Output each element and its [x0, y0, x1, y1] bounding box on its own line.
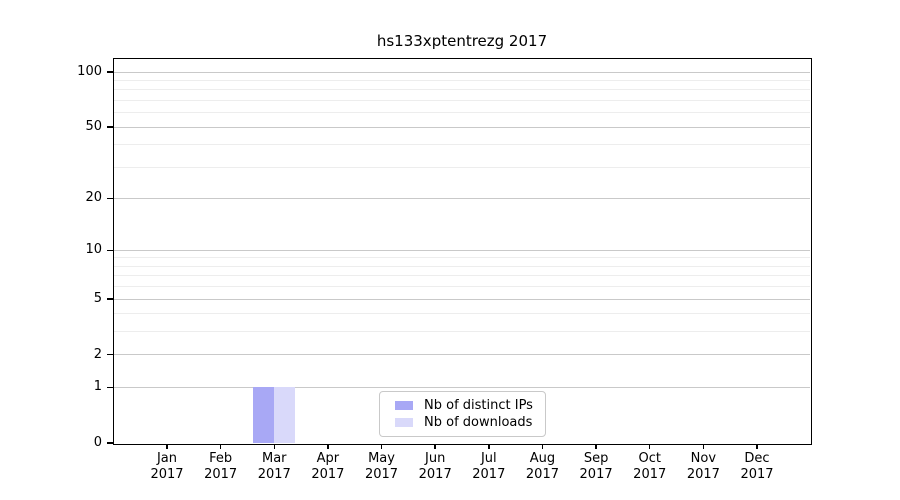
gridline-major-2: [114, 354, 810, 356]
y-tick-mark-100: [107, 71, 114, 73]
x-tick-mark-apr: [327, 444, 329, 449]
x-tick-year: 2017: [150, 466, 184, 482]
gridline-minor-3: [114, 331, 810, 333]
x-tick-month: May: [368, 451, 395, 466]
legend-label-distinct-ips: Nb of distinct IPs: [424, 398, 533, 413]
legend-swatch-downloads: [395, 417, 413, 428]
y-tick-label-10: 10: [85, 242, 102, 258]
gridline-major-1: [114, 386, 810, 388]
x-tick-month: Apr: [316, 451, 340, 466]
y-tick-label-0: 0: [93, 435, 102, 450]
gridline-minor-90: [114, 80, 810, 82]
y-tick-mark-2: [107, 353, 114, 356]
y-tick-mark-10: [107, 249, 114, 252]
plot-area: [112, 57, 812, 445]
x-tick-month: Dec: [744, 451, 770, 466]
gridline-major-50: [114, 126, 810, 128]
x-tick-mark-feb: [219, 444, 222, 449]
gridline-major-100: [114, 71, 810, 73]
x-tick-mark-mar: [273, 444, 276, 449]
y-tick-mark-50: [107, 126, 114, 128]
x-tick-year: 2017: [311, 466, 345, 482]
gridline-minor-9: [114, 257, 810, 259]
bar-nb-of-distinct-ips-mar: [253, 387, 275, 443]
x-tick-label-sep: Sep 2017: [564, 451, 628, 482]
x-tick-label-jan: Jan 2017: [135, 451, 199, 482]
y-tick-label-50: 50: [85, 119, 102, 135]
x-tick-year: 2017: [418, 466, 452, 482]
x-tick-label-dec: Dec 2017: [725, 451, 789, 482]
x-tick-year: 2017: [257, 466, 291, 482]
legend-label-downloads: Nb of downloads: [424, 415, 533, 430]
x-tick-year: 2017: [364, 466, 399, 482]
x-tick-year: 2017: [740, 466, 774, 482]
x-tick-label-jun: Jun 2017: [403, 451, 467, 482]
y-tick-mark-5: [107, 298, 114, 300]
legend-swatch-distinct-ips: [395, 400, 413, 411]
gridline-minor-8: [114, 265, 810, 267]
y-tick-label-100: 100: [77, 64, 102, 80]
x-tick-mark-jul: [488, 444, 490, 449]
chart-title: hs133xptentrezg 2017: [376, 32, 548, 50]
y-tick-mark-1: [107, 386, 114, 389]
x-tick-label-mar: Mar 2017: [242, 451, 306, 482]
y-tick-label-1: 1: [93, 379, 102, 395]
gridline-major-10: [114, 249, 810, 251]
x-tick-year: 2017: [579, 466, 613, 482]
y-tick-label-5: 5: [93, 291, 102, 307]
x-tick-label-nov: Nov 2017: [671, 451, 735, 482]
x-tick-year: 2017: [686, 466, 720, 482]
gridline-minor-60: [114, 112, 810, 114]
x-tick-year: 2017: [525, 466, 559, 482]
gridline-minor-4: [114, 313, 810, 315]
x-tick-month: Nov: [690, 451, 717, 466]
y-tick-label-20: 20: [85, 190, 102, 206]
gridline-minor-70: [114, 99, 810, 101]
x-tick-month: Aug: [529, 451, 556, 466]
x-tick-month: Oct: [638, 451, 661, 466]
gridline-major-5: [114, 298, 810, 300]
x-tick-label-may: May 2017: [350, 451, 414, 482]
x-tick-mark-may: [380, 444, 383, 449]
x-tick-year: 2017: [472, 466, 506, 482]
y-tick-mark-20: [107, 197, 114, 200]
x-tick-month: Jul: [480, 451, 497, 466]
x-tick-label-jul: Jul 2017: [457, 451, 521, 482]
gridline-minor-80: [114, 89, 810, 91]
x-tick-mark-dec: [756, 444, 758, 449]
x-tick-label-apr: Apr 2017: [296, 451, 360, 482]
gridline-minor-40: [114, 144, 810, 146]
x-tick-month: Sep: [583, 451, 609, 466]
x-tick-mark-sep: [595, 444, 597, 449]
legend-row-distinct-ips: Nb of distinct IPs: [395, 397, 545, 414]
y-tick-mark-0: [107, 442, 114, 444]
x-tick-mark-jun: [434, 444, 436, 449]
y-tick-label-2: 2: [93, 346, 102, 362]
x-tick-month: Jan: [156, 451, 178, 466]
gridline-minor-7: [114, 275, 810, 277]
legend: Nb of distinct IPs Nb of downloads: [379, 391, 546, 437]
x-tick-mark-oct: [648, 444, 651, 449]
x-tick-year: 2017: [633, 466, 667, 482]
gridline-minor-30: [114, 166, 810, 168]
gridline-minor-6: [114, 286, 810, 288]
gridline-major-20: [114, 197, 810, 199]
x-tick-label-aug: Aug 2017: [510, 451, 574, 482]
x-tick-mark-jan: [166, 444, 168, 449]
x-tick-mark-aug: [541, 444, 544, 449]
x-tick-year: 2017: [204, 466, 238, 482]
x-tick-month: Mar: [262, 451, 287, 466]
x-tick-label-oct: Oct 2017: [618, 451, 682, 482]
x-tick-mark-nov: [702, 444, 705, 449]
x-tick-month: Jun: [425, 451, 446, 466]
legend-row-downloads: Nb of downloads: [395, 414, 545, 431]
x-tick-label-feb: Feb 2017: [189, 451, 253, 482]
bar-nb-of-downloads-mar: [274, 387, 296, 443]
x-tick-month: Feb: [209, 451, 233, 466]
